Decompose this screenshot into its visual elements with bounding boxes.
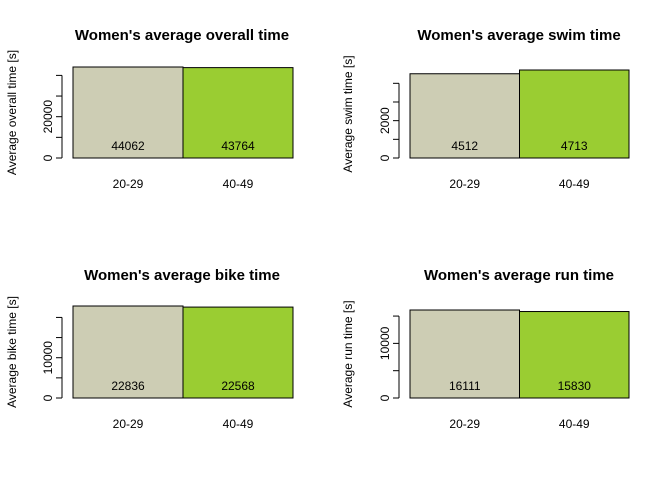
bar-value-label: 4512	[451, 139, 478, 153]
y-axis-label: Average bike time [s]	[5, 296, 19, 408]
x-category-label: 40-49	[223, 417, 254, 431]
x-category-label: 20-29	[449, 177, 480, 191]
bar-20-29	[72, 66, 184, 159]
y-tick-label: 0	[41, 154, 55, 161]
bar-40-49	[182, 306, 294, 399]
bar-20-29	[409, 73, 520, 159]
chart-title: Women's average overall time	[75, 27, 289, 44]
bar-value-label: 44062	[111, 139, 145, 153]
chart-title: Women's average bike time	[84, 267, 280, 284]
x-category-label: 20-29	[113, 177, 144, 191]
y-tick-label: 0	[41, 394, 55, 401]
y-tick-label: 20000	[41, 100, 55, 134]
y-tick-label: 10000	[378, 326, 392, 360]
bar-value-label: 22836	[111, 379, 145, 393]
y-axis-label: Average run time [s]	[341, 300, 355, 407]
bar-value-label: 43764	[221, 139, 255, 153]
bar-value-label: 15830	[558, 379, 592, 393]
bar-40-49	[519, 311, 630, 399]
bar-value-label: 22568	[221, 379, 255, 393]
y-axis-label: Average swim time [s]	[341, 55, 355, 172]
y-tick-label: 0	[378, 154, 392, 161]
x-category-label: 40-49	[559, 417, 590, 431]
chart-panel-3: Women's average bike time Average bike ti…	[5, 267, 294, 431]
y-tick-label: 10000	[41, 341, 55, 375]
y-tick-label: 2000	[378, 107, 392, 134]
bar-40-49	[182, 67, 294, 159]
x-category-label: 40-49	[559, 177, 590, 191]
x-category-label: 20-29	[449, 417, 480, 431]
bar-20-29	[409, 309, 520, 399]
x-category-label: 40-49	[223, 177, 254, 191]
bar-40-49	[519, 69, 630, 159]
x-category-label: 20-29	[113, 417, 144, 431]
chart-panel-4: Women's average run time Average run time…	[341, 267, 630, 431]
y-axis-label: Average overall time [s]	[5, 50, 19, 175]
bar-value-label: 4713	[561, 139, 588, 153]
chart-title: Women's average swim time	[417, 27, 620, 44]
chart-panel-2: Women's average swim time Average swim ti…	[341, 27, 630, 191]
chart-panel-1: Women's average overall time Average over…	[5, 27, 294, 191]
y-tick-label: 0	[378, 394, 392, 401]
chart-title: Women's average run time	[424, 267, 614, 284]
bar-value-label: 16111	[449, 379, 481, 393]
